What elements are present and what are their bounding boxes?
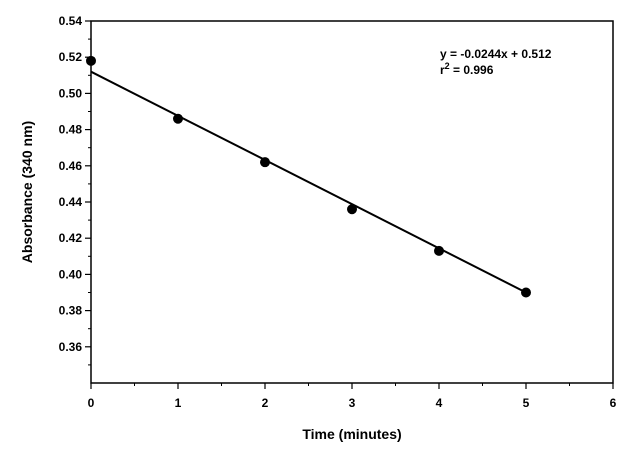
y-tick-label: 0.50 xyxy=(59,86,83,100)
x-tick-label: 4 xyxy=(436,396,443,410)
y-tick-label: 0.38 xyxy=(59,304,83,318)
data-point xyxy=(347,204,357,215)
x-tick-label: 0 xyxy=(88,396,95,410)
y-tick-label: 0.48 xyxy=(59,123,83,137)
plot-frame xyxy=(90,20,614,384)
x-tick-label: 3 xyxy=(349,396,356,410)
y-tick-label: 0.42 xyxy=(59,231,83,245)
r-superscript: 2 xyxy=(445,61,450,71)
data-point xyxy=(173,113,183,124)
r-symbol: r xyxy=(440,63,445,77)
data-point xyxy=(260,157,270,168)
x-axis-title: Time (minutes) xyxy=(302,426,401,442)
data-point xyxy=(521,287,531,298)
y-tick-label: 0.46 xyxy=(59,159,83,173)
x-tick-label: 5 xyxy=(523,396,530,410)
x-tick-label: 1 xyxy=(175,396,182,410)
x-tick-label: 6 xyxy=(610,396,617,410)
x-tick-label: 2 xyxy=(262,396,269,410)
x-axis-ticks: 0 1 2 3 4 5 6 xyxy=(88,383,617,410)
y-tick-label: 0.52 xyxy=(59,50,83,64)
fit-equation: y = -0.0244x + 0.512 xyxy=(440,47,552,61)
data-point xyxy=(434,245,444,256)
y-tick-label: 0.54 xyxy=(59,14,83,28)
y-axis-ticks: 0.36 0.38 0.40 0.42 0.44 0.46 0.48 0.50 0.52 0.54 xyxy=(59,14,91,366)
y-axis-title: Absorbance (340 nm) xyxy=(19,121,35,263)
data-point xyxy=(86,55,96,66)
regression-line xyxy=(90,70,527,294)
r-squared-value: = 0.996 xyxy=(450,63,494,77)
data-points xyxy=(86,55,531,298)
r-squared-label: r2 = 0.996 xyxy=(440,61,494,77)
fit-line-layer xyxy=(90,70,527,294)
y-tick-label: 0.36 xyxy=(59,340,83,354)
y-tick-label: 0.44 xyxy=(59,195,83,209)
y-tick-label: 0.40 xyxy=(59,267,83,281)
